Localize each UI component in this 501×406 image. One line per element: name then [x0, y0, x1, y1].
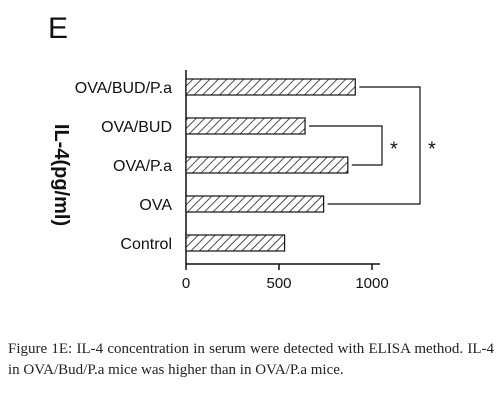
bar — [185, 234, 286, 252]
significance-star: * — [390, 139, 398, 161]
category-label: OVA — [139, 197, 172, 214]
panel-label: E — [48, 12, 68, 45]
caption-label: Figure 1E: — [8, 341, 73, 357]
bar — [185, 117, 306, 135]
axis-layer: 0 500 1000 — [182, 70, 389, 292]
x-tick-label: 1000 — [355, 275, 388, 292]
bar — [185, 156, 349, 174]
significance-star: * — [428, 139, 436, 161]
category-label: Control — [120, 236, 172, 253]
y-axis-label: IL-4(pg/ml) — [50, 124, 72, 226]
figure-caption: Figure 1E: IL-4 concentration in serum w… — [8, 339, 494, 381]
caption-text: IL-4 concentration in serum were detecte… — [8, 341, 494, 378]
category-label: OVA/BUD — [101, 119, 172, 136]
significance-bracket — [327, 86, 421, 205]
category-label: OVA/P.a — [113, 158, 172, 175]
category-label: OVA/BUD/P.a — [75, 80, 172, 97]
chart-svg: E IL-4(pg/ml) 0 500 1000 OVA/BUD/P.aOVA/BU… — [48, 12, 436, 292]
bar — [185, 195, 325, 213]
bars-layer: OVA/BUD/P.a OVA/BUD OVA/P.a OVA Control — [75, 78, 356, 253]
significance-bracket — [309, 125, 383, 166]
bar — [185, 78, 356, 96]
x-tick-label: 0 — [182, 275, 190, 292]
x-tick-label: 500 — [266, 275, 291, 292]
significance-layer: ** — [309, 86, 436, 205]
